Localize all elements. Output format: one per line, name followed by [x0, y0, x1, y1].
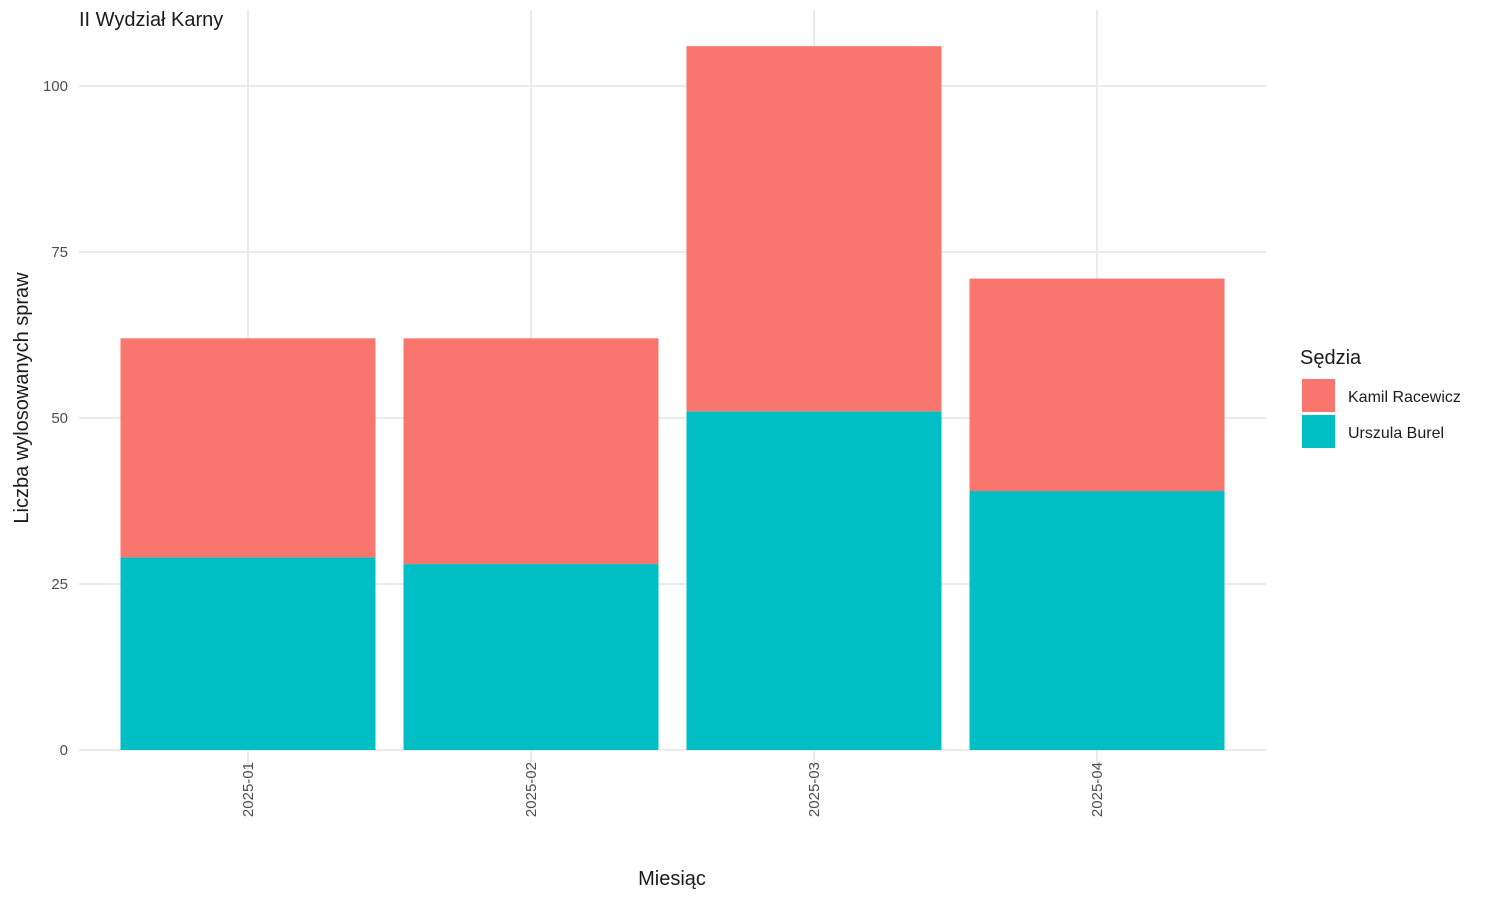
x-tick-label: 2025-01: [240, 762, 257, 817]
x-tick-label: 2025-04: [1089, 762, 1106, 817]
x-tick-label: 2025-03: [806, 762, 823, 817]
bar-segment: [969, 491, 1225, 750]
y-tick-label: 50: [51, 410, 68, 427]
bar-segment: [120, 557, 376, 750]
y-axis-ticks: 0 25 50 75 100: [43, 78, 68, 759]
chart-title: II Wydział Karny: [79, 9, 223, 31]
legend-swatch: [1302, 379, 1335, 412]
bars: [120, 46, 1225, 750]
legend-swatch: [1302, 415, 1335, 448]
bar-segment: [403, 564, 659, 750]
legend: Sędzia Kamil Racewicz Urszula Burel: [1300, 347, 1461, 448]
x-axis-title: Miesiąc: [638, 868, 706, 890]
y-axis-title: Liczba wylosowanych spraw: [11, 272, 33, 524]
legend-label: Kamil Racewicz: [1348, 389, 1461, 406]
y-tick-label: 0: [60, 742, 68, 759]
x-axis-ticks: 2025-01 2025-02 2025-03 2025-04: [240, 762, 1106, 817]
legend-label: Urszula Burel: [1348, 425, 1444, 442]
y-tick-label: 25: [51, 576, 68, 593]
legend-title: Sędzia: [1300, 347, 1362, 369]
bar-segment: [120, 338, 376, 558]
y-tick-label: 75: [51, 244, 68, 261]
bar-segment: [686, 46, 942, 412]
x-tick-label: 2025-02: [523, 762, 540, 817]
bar-segment: [403, 338, 659, 565]
bar-segment: [969, 278, 1225, 492]
bar-segment: [686, 411, 942, 750]
y-tick-label: 100: [43, 78, 68, 95]
